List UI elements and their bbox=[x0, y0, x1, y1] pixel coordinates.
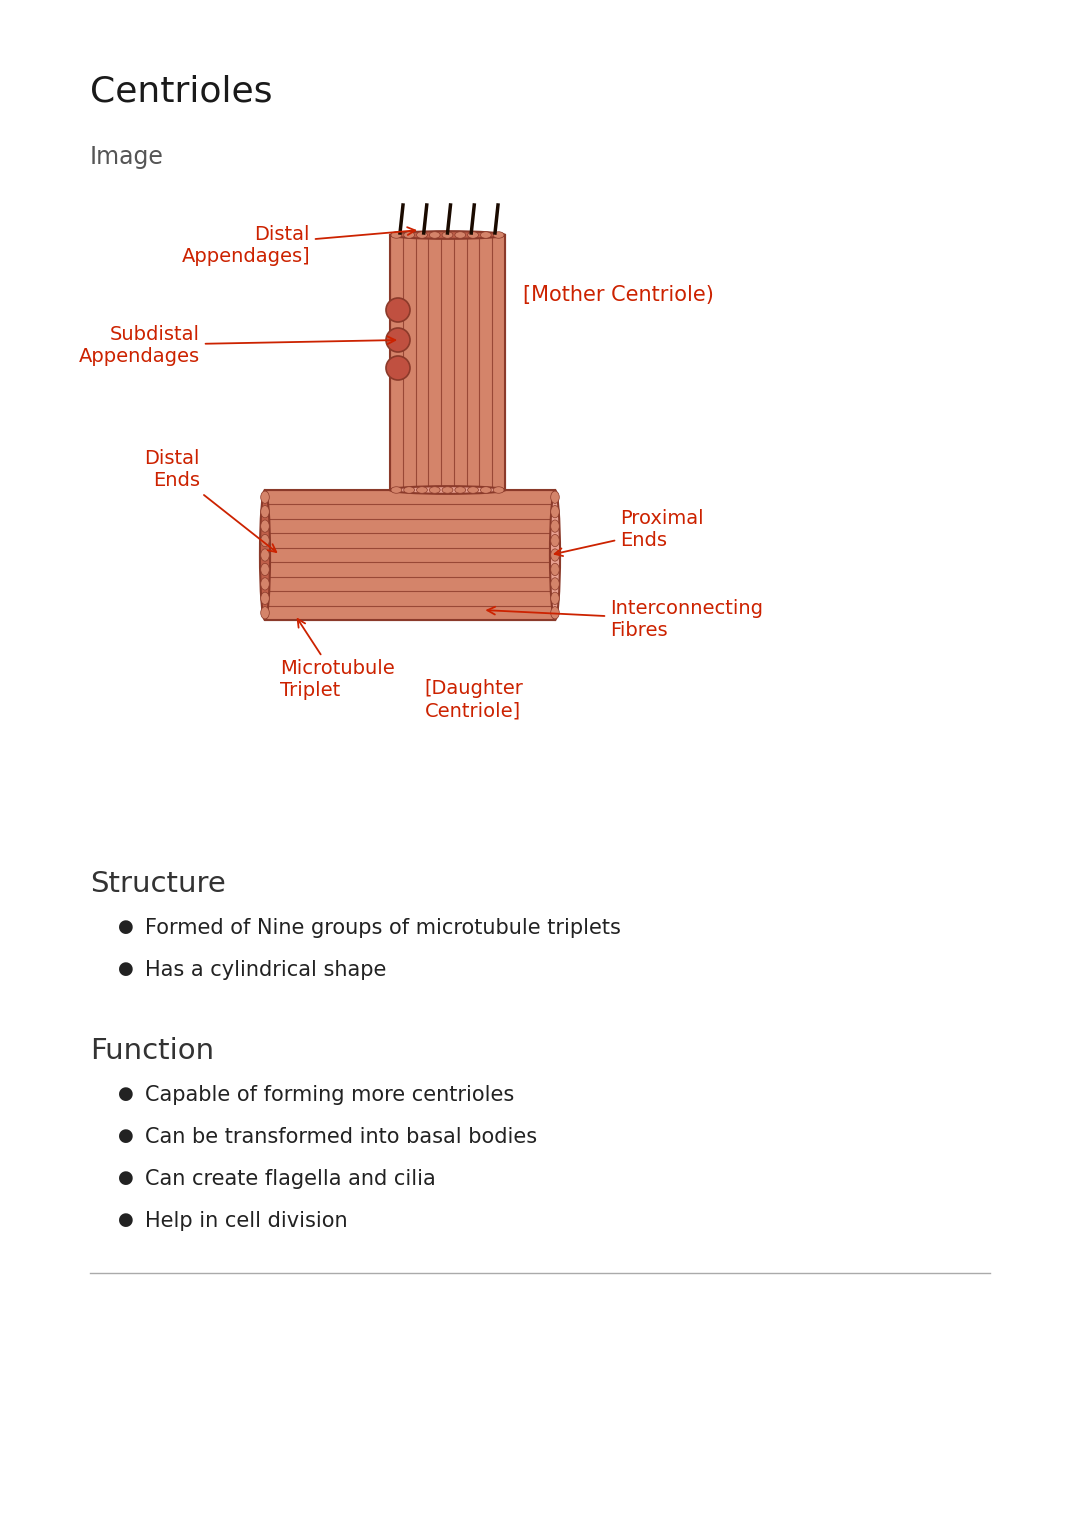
Circle shape bbox=[386, 297, 410, 322]
Text: Interconnecting
Fibres: Interconnecting Fibres bbox=[487, 599, 762, 640]
Ellipse shape bbox=[442, 486, 453, 493]
Text: Can be transformed into basal bodies: Can be transformed into basal bodies bbox=[145, 1127, 537, 1147]
Text: ●: ● bbox=[118, 918, 134, 936]
FancyBboxPatch shape bbox=[390, 235, 505, 490]
Ellipse shape bbox=[260, 592, 269, 604]
Ellipse shape bbox=[391, 232, 402, 238]
Text: Has a cylindrical shape: Has a cylindrical shape bbox=[145, 961, 387, 981]
Ellipse shape bbox=[260, 490, 270, 621]
Circle shape bbox=[386, 328, 410, 352]
Ellipse shape bbox=[468, 232, 478, 238]
Ellipse shape bbox=[260, 578, 269, 590]
Ellipse shape bbox=[260, 607, 269, 619]
Ellipse shape bbox=[260, 505, 269, 518]
Ellipse shape bbox=[417, 486, 428, 493]
Ellipse shape bbox=[551, 534, 559, 546]
Ellipse shape bbox=[468, 486, 478, 493]
Text: ●: ● bbox=[118, 1127, 134, 1145]
Ellipse shape bbox=[260, 520, 269, 532]
Circle shape bbox=[386, 355, 410, 380]
Ellipse shape bbox=[551, 505, 559, 518]
Text: ●: ● bbox=[118, 1170, 134, 1186]
Text: Function: Function bbox=[90, 1037, 214, 1064]
Ellipse shape bbox=[455, 486, 465, 493]
Ellipse shape bbox=[481, 232, 491, 238]
Text: Proximal
Ends: Proximal Ends bbox=[555, 509, 704, 557]
Ellipse shape bbox=[551, 607, 559, 619]
Ellipse shape bbox=[390, 486, 505, 494]
Ellipse shape bbox=[429, 232, 441, 238]
Ellipse shape bbox=[481, 486, 491, 493]
Ellipse shape bbox=[260, 491, 269, 503]
Ellipse shape bbox=[551, 592, 559, 604]
Ellipse shape bbox=[404, 232, 415, 238]
Ellipse shape bbox=[390, 232, 505, 239]
Ellipse shape bbox=[404, 486, 415, 493]
Text: ●: ● bbox=[118, 1211, 134, 1229]
FancyBboxPatch shape bbox=[265, 490, 555, 621]
Ellipse shape bbox=[550, 490, 561, 621]
Ellipse shape bbox=[551, 549, 559, 561]
Text: Subdistal
Appendages: Subdistal Appendages bbox=[79, 325, 395, 366]
Text: Microtubule
Triplet: Microtubule Triplet bbox=[280, 619, 395, 700]
Text: [Daughter
Centriole]: [Daughter Centriole] bbox=[424, 680, 524, 720]
Text: Distal
Ends: Distal Ends bbox=[145, 450, 276, 552]
Ellipse shape bbox=[429, 486, 441, 493]
Ellipse shape bbox=[551, 491, 559, 503]
Ellipse shape bbox=[551, 563, 559, 575]
Ellipse shape bbox=[551, 578, 559, 590]
Text: Can create flagella and cilia: Can create flagella and cilia bbox=[145, 1170, 435, 1190]
Ellipse shape bbox=[494, 232, 504, 238]
Text: Structure: Structure bbox=[90, 869, 226, 898]
Ellipse shape bbox=[494, 486, 504, 493]
Text: Formed of Nine groups of microtubule triplets: Formed of Nine groups of microtubule tri… bbox=[145, 918, 621, 938]
Text: ●: ● bbox=[118, 1084, 134, 1103]
Ellipse shape bbox=[260, 534, 269, 546]
Text: Capable of forming more centrioles: Capable of forming more centrioles bbox=[145, 1084, 514, 1106]
Ellipse shape bbox=[417, 232, 428, 238]
Text: Centrioles: Centrioles bbox=[90, 75, 272, 108]
Ellipse shape bbox=[260, 549, 269, 561]
Text: ●: ● bbox=[118, 961, 134, 978]
Text: Image: Image bbox=[90, 145, 164, 169]
Ellipse shape bbox=[391, 486, 402, 493]
Text: Help in cell division: Help in cell division bbox=[145, 1211, 348, 1231]
Ellipse shape bbox=[442, 232, 453, 238]
Ellipse shape bbox=[260, 563, 269, 575]
Text: Distal
Appendages]: Distal Appendages] bbox=[181, 224, 415, 265]
Text: [Mother Centriole): [Mother Centriole) bbox=[523, 285, 714, 305]
Ellipse shape bbox=[455, 232, 465, 238]
Ellipse shape bbox=[551, 520, 559, 532]
